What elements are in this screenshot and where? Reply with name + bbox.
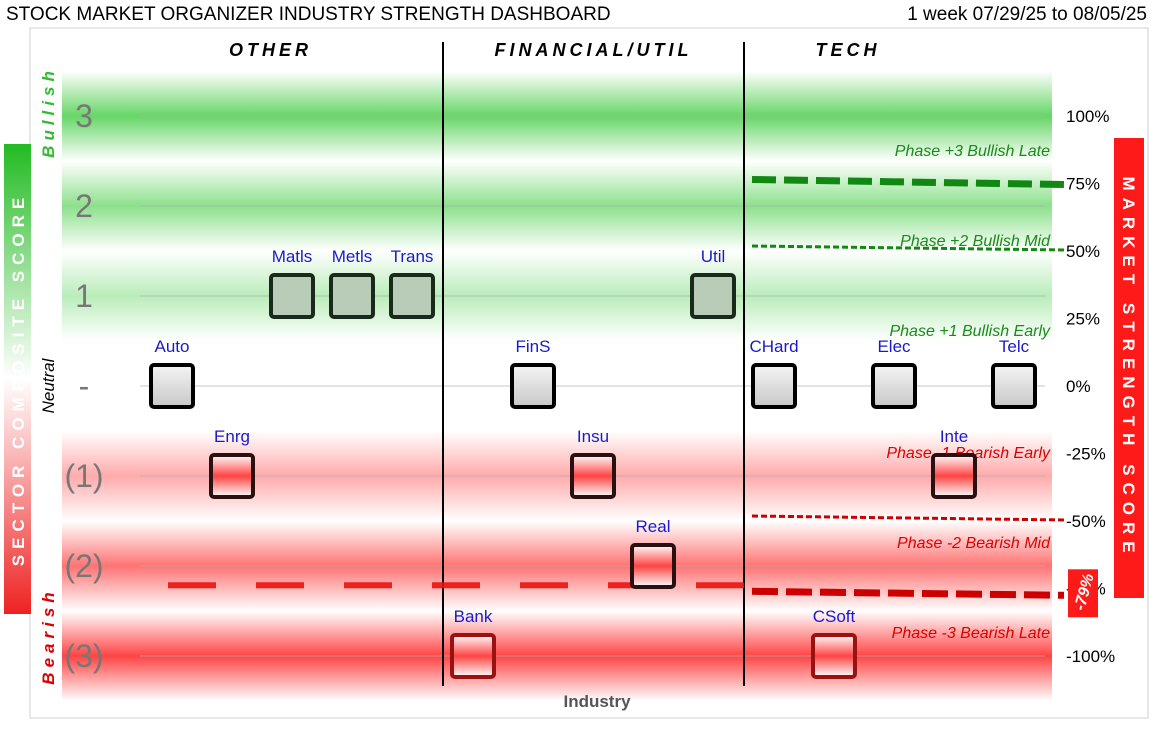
industry-marker-inte bbox=[931, 453, 977, 499]
phase-label: Phase +1 Bullish Early bbox=[889, 323, 1051, 340]
right-axis-title: MARKET STRENGTH SCORE bbox=[1119, 176, 1138, 559]
industry-label-real: Real bbox=[636, 517, 671, 536]
industry-label-elec: Elec bbox=[877, 337, 911, 356]
strength-lines bbox=[751, 176, 1065, 522]
bullish-50-line bbox=[751, 244, 1065, 252]
bullish-label: Bullish bbox=[39, 66, 58, 158]
right-tick-label: 100% bbox=[1066, 107, 1109, 126]
right-tick-label: -25% bbox=[1066, 445, 1106, 464]
group-header-other: OTHER bbox=[229, 40, 312, 60]
market-strength-badge bbox=[1068, 569, 1098, 618]
group-separators bbox=[442, 42, 745, 686]
group-headers: OTHER FINANCIAL/UTIL TECH bbox=[229, 40, 881, 60]
right-tick-label: 50% bbox=[1066, 242, 1100, 261]
industry-marker-elec bbox=[871, 363, 917, 409]
industry-marker-auto bbox=[149, 363, 195, 409]
industry-label-bank: Bank bbox=[454, 607, 493, 626]
industry-marker-enrg bbox=[209, 453, 255, 499]
industry-markers: Auto Enrg Matls Metls Trans Bank FinS Insu Real U… bbox=[149, 247, 1037, 679]
neutral-label: Neutral bbox=[39, 357, 58, 413]
right-tick-label: -50% bbox=[1066, 512, 1106, 531]
right-tick-label: -100% bbox=[1066, 647, 1115, 666]
industry-label-insu: Insu bbox=[577, 427, 609, 446]
industry-label-auto: Auto bbox=[155, 337, 190, 356]
industry-label-enrg: Enrg bbox=[214, 427, 250, 446]
phase-label: Phase +2 Bullish Mid bbox=[900, 233, 1051, 250]
industry-label-util: Util bbox=[701, 247, 726, 266]
left-tick-label: - bbox=[79, 368, 90, 404]
right-tick-label: 0% bbox=[1066, 377, 1091, 396]
left-axis-title: SECTOR COMPOSITE SCORE bbox=[9, 192, 28, 566]
right-tick-label: 75% bbox=[1066, 175, 1100, 194]
group-header-tech: TECH bbox=[816, 40, 881, 60]
industry-label-matls: Matls bbox=[272, 247, 313, 266]
market-strength-current bbox=[751, 587, 1065, 599]
group-header-financial-util: FINANCIAL/UTIL bbox=[495, 40, 693, 60]
industry-label-trans: Trans bbox=[391, 247, 434, 266]
phase-label: Phase -3 Bearish Late bbox=[892, 625, 1050, 642]
industry-label-inte: Inte bbox=[940, 427, 968, 446]
industry-marker-insu bbox=[570, 453, 616, 499]
industry-marker-metls bbox=[329, 273, 375, 319]
industry-label-telc: Telc bbox=[999, 337, 1030, 356]
industry-marker-util bbox=[690, 273, 736, 319]
right-axis: MARKET STRENGTH SCORE 100% 75% 50% 25% 0% -25%… bbox=[1066, 107, 1144, 666]
industry-label-csoft: CSoft bbox=[813, 607, 856, 626]
industry-marker-fins bbox=[510, 363, 556, 409]
left-tick-label: (3) bbox=[64, 638, 103, 674]
left-tick-label: 2 bbox=[75, 188, 93, 224]
industry-label-metls: Metls bbox=[332, 247, 373, 266]
bullish-75-line bbox=[751, 176, 1065, 188]
right-tick-label: 25% bbox=[1066, 310, 1100, 329]
industry-marker-csoft bbox=[811, 633, 857, 679]
right-axis-bar bbox=[1114, 138, 1144, 598]
left-tick-label: 3 bbox=[75, 98, 93, 134]
left-tick-label: (1) bbox=[64, 458, 103, 494]
left-axis: SECTOR COMPOSITE SCORE Bullish Neutral Bear… bbox=[4, 66, 104, 685]
industry-marker-telc bbox=[991, 363, 1037, 409]
bearish-label: Bearish bbox=[39, 587, 58, 684]
x-axis-label: Industry bbox=[563, 692, 631, 711]
phase-label: Phase +3 Bullish Late bbox=[895, 143, 1050, 160]
bearish-50-line bbox=[751, 514, 1065, 522]
left-tick-label: (2) bbox=[64, 548, 103, 584]
industry-marker-trans bbox=[389, 273, 435, 319]
phase-label: Phase -2 Bearish Mid bbox=[897, 535, 1051, 552]
industry-marker-bank bbox=[450, 633, 496, 679]
left-tick-label: 1 bbox=[75, 278, 93, 314]
industry-label-fins: FinS bbox=[516, 337, 551, 356]
left-axis-bar bbox=[4, 144, 31, 614]
industry-marker-matls bbox=[269, 273, 315, 319]
date-range: 1 week 07/29/25 to 08/05/25 bbox=[907, 4, 1147, 25]
industry-marker-real bbox=[630, 543, 676, 589]
industry-marker-chard bbox=[751, 363, 797, 409]
dashboard-title: STOCK MARKET ORGANIZER INDUSTRY STRENGTH… bbox=[6, 4, 611, 25]
phase-labels: Phase +3 Bullish Late Phase +2 Bullish Mi… bbox=[886, 143, 1051, 642]
industry-label-chard: CHard bbox=[749, 337, 798, 356]
